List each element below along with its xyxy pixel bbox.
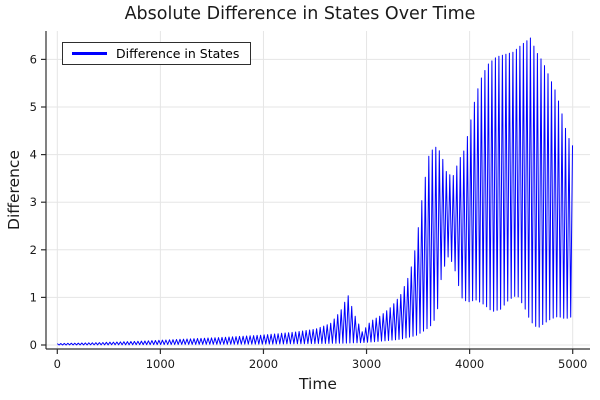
tick-labels: 0 1000 2000 3000 4000 5000 0 1 2 3 4 5 6: [30, 52, 588, 371]
svg-text:5: 5: [30, 100, 37, 114]
legend-label: Difference in States: [116, 46, 240, 61]
svg-text:4000: 4000: [455, 357, 484, 371]
axes: [41, 31, 590, 354]
svg-text:2: 2: [30, 243, 37, 257]
series-difference-line: [56, 37, 574, 346]
svg-text:5000: 5000: [558, 357, 587, 371]
svg-text:0: 0: [30, 338, 37, 352]
svg-text:0: 0: [54, 357, 61, 371]
svg-text:1000: 1000: [146, 357, 175, 371]
svg-text:6: 6: [30, 52, 37, 66]
legend: Difference in States: [62, 42, 252, 65]
x-axis-label: Time: [299, 375, 337, 393]
svg-text:2000: 2000: [249, 357, 278, 371]
svg-text:3: 3: [30, 195, 37, 209]
svg-text:1: 1: [30, 290, 37, 304]
svg-text:4: 4: [30, 148, 37, 162]
svg-text:3000: 3000: [352, 357, 381, 371]
chart-title: Absolute Difference in States Over Time: [124, 4, 476, 24]
legend-line-swatch: [72, 52, 107, 55]
y-axis-label: Difference: [5, 150, 23, 230]
